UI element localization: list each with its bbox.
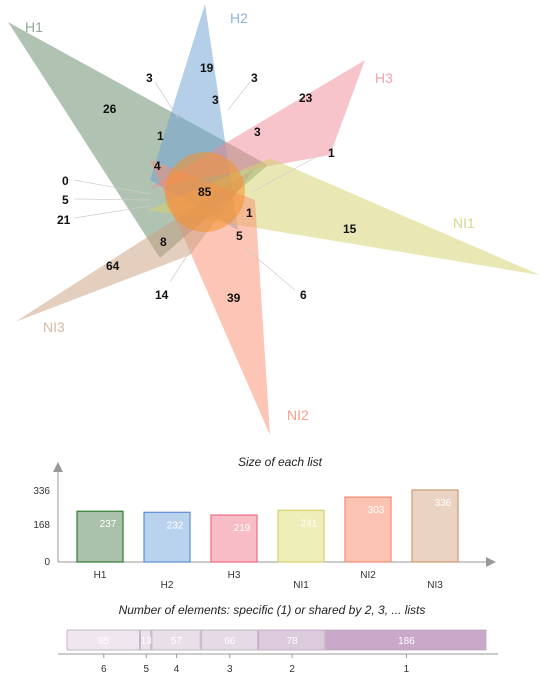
shared-category-label: 6 [101,664,107,675]
segment-value-label: 57 [171,636,183,647]
leader-line [227,81,251,111]
region-count: 1 [246,206,253,220]
venn-center-overlap [165,152,245,232]
shared-category-label: 2 [289,664,295,675]
region-count: 39 [227,291,241,305]
list-size-y-axis-arrow [53,462,63,472]
region-count: 26 [103,102,117,116]
region-count: 21 [57,213,71,227]
leader-lines [73,81,321,291]
shared-category-label: 3 [227,664,233,675]
venn-label-ni2: NI2 [287,407,309,423]
list-size-bars: 237 H1 232 H2 219 H3 241 NI1 303 NI2 336 NI3 [76,489,459,591]
region-count: 14 [155,288,169,302]
shared-elements-bars: 85 6 13 5 57 4 66 3 78 2 186 1 [66,629,487,675]
bar-charts: Size of each list 0 168 336 237H1232H221… [33,455,498,675]
venn-label-h3: H3 [375,70,393,86]
shared-category-label: 4 [174,664,180,675]
list-size-bar [210,514,258,563]
list-size-bar [143,511,191,563]
shared-category-label: 1 [404,664,410,675]
region-count: 1 [328,146,335,160]
x-category-label: NI3 [427,580,443,591]
shared-count-segment [200,629,258,651]
shared-count-segment [325,629,487,651]
leader-line [169,247,193,283]
list-size-bar [277,509,325,563]
six-set-venn-diagram: H1 H2 H3 NI1 NI2 NI3 19 3 3 26 23 1 3 3 … [8,4,540,435]
shared-count-segment [66,629,141,651]
x-category-label: H2 [161,580,174,591]
shared-count-segment [140,629,152,651]
leader-line [244,247,296,291]
shared-count-segment [151,629,201,651]
region-count: 3 [251,71,258,85]
segment-value-label: 13 [141,636,153,647]
segment-value-label: 66 [224,636,236,647]
bar-value-label: 336 [435,498,452,509]
region-count: 23 [299,91,313,105]
region-count: 3 [212,93,219,107]
leader-line [73,198,151,201]
bar-value-label: 219 [234,523,251,534]
region-count: 6 [300,288,307,302]
bar-value-label: 232 [167,520,184,531]
region-count: 8 [160,235,167,249]
list-size-bar [344,496,392,563]
venn-triangle-ni1 [148,158,540,275]
segment-value-label: 78 [287,636,299,647]
leader-line [251,154,321,193]
segment-value-label: 85 [98,636,110,647]
region-count: 19 [200,61,214,75]
region-count: 5 [62,193,69,207]
region-count: 3 [254,125,261,139]
venn-label-ni3: NI3 [43,319,65,335]
region-count: 0 [62,174,69,188]
x-category-label: H1 [94,570,107,581]
x-category-label: NI2 [360,570,376,581]
leader-line [154,81,179,119]
list-size-bar [76,510,124,563]
y-tick-label: 336 [33,486,50,497]
list-size-x-axis-arrow [486,557,496,567]
leader-line [73,179,151,195]
venn-label-h1: H1 [25,19,43,35]
y-tick-label: 168 [33,520,50,531]
region-count: 85 [198,185,212,199]
x-category-label: H3 [228,570,241,581]
region-count: 4 [154,159,161,173]
bar-value-label: 303 [368,505,385,516]
shared-category-label: 5 [143,664,149,675]
bar-value-label: 237 [100,519,117,530]
shared-elements-chart-title: Number of elements: specific (1) or shar… [119,603,426,617]
region-count: 15 [343,222,357,236]
region-count: 64 [106,259,120,273]
venn-label-h2: H2 [230,10,248,26]
segment-value-label: 186 [398,636,415,647]
y-tick-label: 0 [44,557,50,568]
list-size-chart-title: Size of each list [238,455,323,469]
list-size-bar [411,489,459,563]
region-count: 1 [157,129,164,143]
bar-value-label: 241 [301,518,318,529]
region-count: 3 [146,71,153,85]
shared-count-segment [257,629,326,651]
leader-line [73,205,151,219]
region-count: 5 [236,229,243,243]
x-category-label: NI1 [293,580,309,591]
venn-label-ni1: NI1 [453,215,475,231]
